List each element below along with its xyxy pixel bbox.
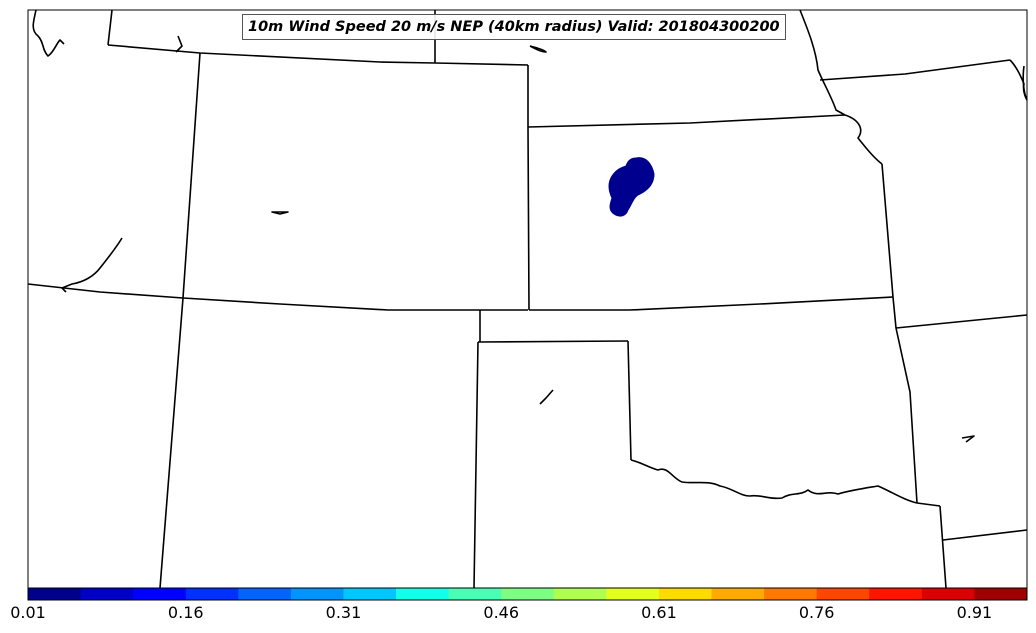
wyoming-nebraska-border	[527, 65, 530, 311]
state-borders	[27, 9, 1028, 589]
colorbar-segment	[185, 588, 239, 600]
missouri-river-border	[844, 114, 883, 165]
colorbar-segment	[711, 588, 765, 600]
colorbar-segment	[290, 588, 344, 600]
colorbar-tick-label: 0.01	[10, 603, 46, 622]
colorbar-segment	[816, 588, 870, 600]
missouri-river-upper	[799, 9, 846, 116]
new-mexico-texas-border	[473, 341, 479, 589]
lake-detail-5	[539, 389, 554, 405]
lake-detail-3	[61, 237, 123, 293]
arkansas-louisiana-border	[942, 529, 1028, 541]
oklahoma-arkansas-border	[892, 296, 918, 504]
colorbar-segment	[448, 588, 502, 600]
colorbar-segment	[974, 588, 1028, 600]
colorbar-segment	[869, 588, 923, 600]
colorbar-tick-label: 0.46	[483, 603, 520, 622]
colorbar-tick-label: 0.31	[325, 603, 362, 622]
colorbar-segment	[238, 588, 292, 600]
lake-detail-2	[271, 211, 289, 215]
wyoming-west-border	[182, 52, 201, 299]
nebraska-south-dakota-border	[527, 114, 846, 128]
colorbar-segment	[764, 588, 818, 600]
colorbar-tick-label: 0.76	[798, 603, 835, 622]
probability-area	[608, 157, 655, 217]
colorbar-frame	[27, 587, 1028, 601]
colorbar-segment	[343, 588, 397, 600]
texas-louisiana-border	[939, 505, 947, 589]
lake-detail-6	[961, 435, 975, 443]
montana-wyoming-border	[107, 44, 529, 66]
colorbar-tick-label: 0.61	[641, 603, 677, 622]
iowa-minnesota-border	[819, 59, 1011, 81]
colorbar-tick-label: 0.91	[956, 603, 993, 622]
lake-detail-7	[1022, 65, 1028, 101]
wyoming-colorado-border	[27, 283, 528, 311]
iowa-missouri-border	[895, 314, 1028, 329]
colorbar-segment	[133, 588, 187, 600]
colorbar-tick-label: 0.16	[167, 603, 204, 622]
colorbar-segment	[921, 588, 975, 600]
colorbar-segment	[501, 588, 555, 600]
colorbar-segment	[658, 588, 713, 600]
colorbar-segment	[553, 588, 607, 600]
map-title: 10m Wind Speed 20 m/s NEP (40km radius) …	[248, 19, 780, 35]
utah-colorado-border	[159, 297, 184, 589]
colorbar-segment	[80, 588, 134, 600]
colorbar-segment	[396, 588, 450, 600]
colorbar-segment	[606, 588, 660, 600]
colorbar-segment	[28, 588, 82, 600]
oklahoma-panhandle-north	[477, 340, 629, 343]
colorbar	[28, 588, 1028, 600]
lake-detail-1	[175, 35, 183, 53]
nebraska-kansas-border	[529, 296, 894, 311]
idaho-montana-border	[107, 9, 113, 46]
texas-oklahoma-panhandle-east	[627, 340, 632, 461]
red-river	[630, 459, 941, 507]
kansas-missouri-border	[881, 163, 894, 298]
title-box: 10m Wind Speed 20 m/s NEP (40km radius) …	[242, 14, 786, 40]
lake-detail-4	[529, 45, 547, 53]
great-salt-lake-region	[32, 9, 65, 57]
